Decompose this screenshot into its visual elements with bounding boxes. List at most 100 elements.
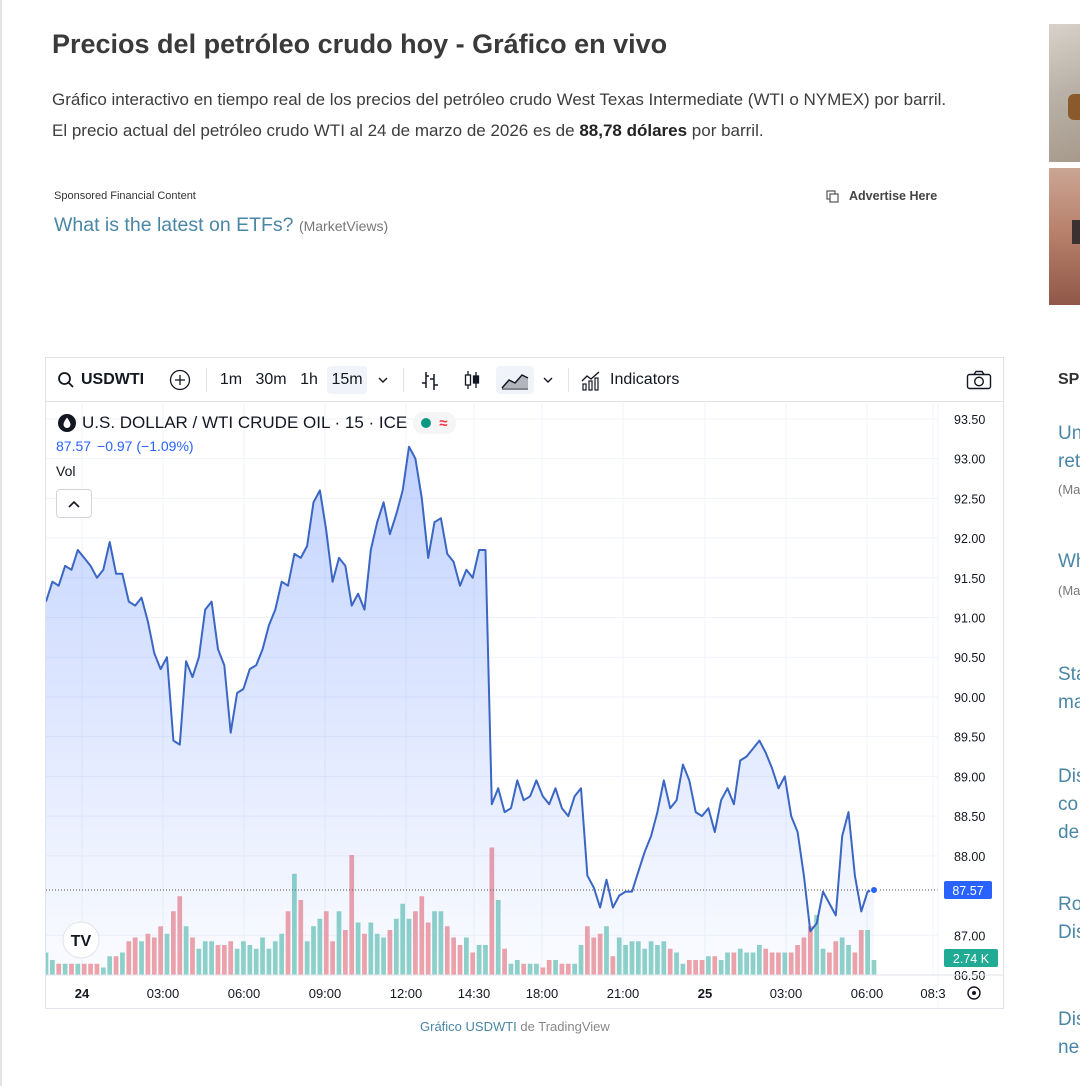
collapse-legend-button[interactable] [56, 489, 92, 518]
sidebar-link-text[interactable]: Dis [1058, 922, 1080, 943]
sidebar-link-3[interactable]: Sta ma [1058, 661, 1080, 717]
interval-dropdown-button[interactable] [372, 366, 394, 394]
candle-style-button[interactable] [458, 366, 486, 394]
attribution-link[interactable]: Gráfico USDWTI [420, 1019, 517, 1034]
y-tick-label: 89.00 [954, 770, 985, 784]
price-area [46, 446, 874, 975]
sidebar-link-text[interactable]: Dis [1058, 1009, 1080, 1030]
y-tick-label: 86.50 [954, 969, 985, 983]
y-tick-label: 87.00 [954, 929, 985, 943]
indicators-button[interactable]: Indicators [580, 366, 690, 394]
oil-drop-icon [58, 414, 76, 432]
legend-values: 87.57 −0.97 (−1.09%) [56, 438, 194, 454]
interval-30m-button[interactable]: 30m [255, 371, 287, 388]
sidebar-link-4[interactable]: Dis co de [1058, 763, 1080, 847]
legend-change: −0.97 (−1.09%) [97, 438, 194, 454]
x-tick-label: 08:3 [920, 986, 945, 1001]
last-volume-label: 2.74 K [953, 952, 990, 966]
bars-style-icon [422, 372, 438, 390]
sponsored-link[interactable]: What is the latest on ETFs? (MarketViews… [54, 214, 388, 237]
indicators-label[interactable]: Indicators [610, 371, 680, 388]
sidebar-link-text[interactable]: Dis [1058, 766, 1080, 787]
tradingview-widget: USDWTI 1m 30m 1h 15m Indicators [45, 357, 1004, 1009]
toolbar-separator [206, 368, 207, 392]
x-tick-label: 21:00 [607, 986, 640, 1001]
chart-legend: U.S. DOLLAR / WTI CRUDE OIL · 15 · ICE ≈ [58, 412, 456, 434]
sidebar-link-text[interactable]: ne [1058, 1037, 1080, 1058]
area-style-button[interactable] [496, 366, 534, 394]
sidebar-link-text[interactable]: co [1058, 794, 1079, 815]
sidebar-link-text[interactable]: Sta [1058, 664, 1080, 685]
last-price-label-bg [944, 880, 992, 899]
tradingview-logo-mark: TV [71, 933, 92, 950]
x-tick-label: 14:30 [458, 986, 491, 1001]
chevron-down-icon [378, 377, 388, 383]
symbol-name[interactable]: USDWTI [81, 371, 145, 388]
page-left-rule [0, 0, 2, 1086]
y-tick-label: 88.00 [954, 850, 985, 864]
x-tick-label: 06:00 [228, 986, 261, 1001]
x-tick-label: 03:00 [147, 986, 180, 1001]
sidebar-link-text[interactable]: ret [1058, 451, 1080, 472]
interval-15m-button[interactable]: 15m [327, 366, 367, 394]
compare-symbol-button[interactable] [166, 366, 194, 394]
chevron-up-icon [68, 500, 80, 508]
y-tick-label: 92.50 [954, 492, 985, 506]
delayed-data-icon: ≈ [439, 414, 448, 432]
sidebar-link-text[interactable]: de [1058, 822, 1080, 843]
interval-1m-button[interactable]: 1m [219, 371, 243, 388]
symbol-search-button[interactable]: USDWTI [54, 366, 146, 394]
settings-gear-center [972, 991, 976, 995]
sidebar-link-text[interactable]: ma [1058, 692, 1080, 713]
chart-type-dropdown-button[interactable] [537, 366, 559, 394]
ad-info-icon [826, 189, 839, 203]
sidebar-link-text[interactable]: Un [1058, 423, 1080, 444]
y-tick-label: 93.00 [954, 453, 985, 467]
current-price-text: 88,78 dólares [579, 121, 688, 140]
y-tick-label: 92.00 [954, 532, 985, 546]
sidebar-link-1[interactable]: Un ret [1058, 420, 1080, 476]
y-tick-label: 91.50 [954, 572, 985, 586]
chart-toolbar: USDWTI 1m 30m 1h 15m Indicators [46, 358, 1003, 402]
sidebar-link-2[interactable]: Wh [1058, 548, 1080, 576]
area-chart-icon [501, 374, 529, 390]
advertise-here-text[interactable]: Advertise Here [849, 189, 938, 203]
market-open-dot [421, 418, 432, 428]
market-status-pill[interactable]: ≈ [413, 412, 456, 434]
price-chart[interactable]: 93.50 93.00 92.50 92.00 91.50 91.00 90.50 90.00… [46, 358, 1003, 1008]
sponsored-source: (MarketViews) [298, 218, 389, 234]
sidebar-link-text[interactable]: Ro [1058, 894, 1080, 915]
sidebar-ad-image-2[interactable] [1049, 168, 1080, 305]
intro-text-end: por barril. [687, 121, 764, 140]
interval-1h-button[interactable]: 1h [300, 371, 318, 388]
x-tick-label: 06:00 [851, 986, 884, 1001]
sidebar-link-5[interactable]: Ro Dis [1058, 891, 1080, 947]
volume-legend-label: Vol [56, 463, 76, 479]
advertise-here-link[interactable]: Advertise Here [826, 189, 937, 203]
intro-paragraph: Gráfico interactivo en tiempo real de lo… [52, 84, 1012, 146]
toolbar-separator [568, 368, 569, 392]
indicators-icon [581, 371, 600, 391]
sidebar-link-text[interactable]: Wh [1058, 551, 1080, 572]
add-circle-icon [169, 369, 191, 391]
sidebar-link-6[interactable]: Dis ne [1058, 1006, 1080, 1062]
chevron-down-icon [543, 377, 553, 383]
camera-icon [966, 370, 992, 390]
last-price-dot [870, 885, 878, 894]
sidebar-ad-image-1[interactable] [1049, 24, 1080, 162]
sponsored-link-text[interactable]: What is the latest on ETFs? [54, 214, 294, 236]
y-tick-label: 90.00 [954, 691, 985, 705]
snapshot-button[interactable] [964, 366, 994, 394]
x-tick-label: 18:00 [526, 986, 559, 1001]
price-line [46, 445, 875, 933]
legend-price: 87.57 [56, 438, 92, 454]
bar-style-button[interactable] [416, 366, 444, 394]
y-tick-label: 90.50 [954, 651, 985, 665]
intro-line-2: El precio actual del petróleo crudo WTI … [52, 115, 1012, 146]
x-tick-label: 24 [75, 986, 90, 1001]
y-tick-label: 93.50 [954, 413, 985, 427]
page-title: Precios del petróleo crudo hoy - Gráfico… [52, 29, 668, 59]
chart-attribution: Gráfico USDWTI de TradingView [420, 1019, 610, 1034]
search-icon [58, 372, 74, 388]
settings-gear-icon [967, 986, 981, 1000]
